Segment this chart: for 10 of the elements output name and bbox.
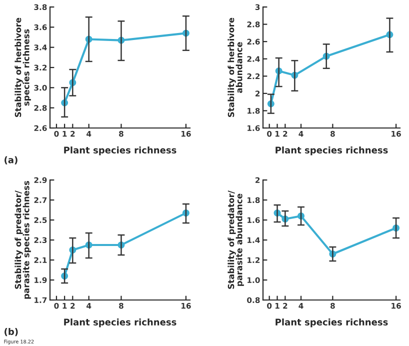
y-axis-title: Stability of herbivore species richness xyxy=(14,18,31,117)
x-axis-title: Plant species richness xyxy=(64,318,176,328)
text: (b) xyxy=(4,328,18,336)
y-axis-title: Stability of predator/ parasite species richness xyxy=(14,180,31,299)
y-axis-title: Stability of herbivore abundance xyxy=(228,18,242,117)
text: (a) xyxy=(4,156,18,164)
x-axis-title: Plant species richness xyxy=(276,146,388,156)
y-axis-title: Stability of predator/ parasite abundance xyxy=(228,190,244,289)
x-axis-title: Plant species richness xyxy=(64,146,176,156)
x-axis-title: Plant species richness xyxy=(276,318,388,328)
